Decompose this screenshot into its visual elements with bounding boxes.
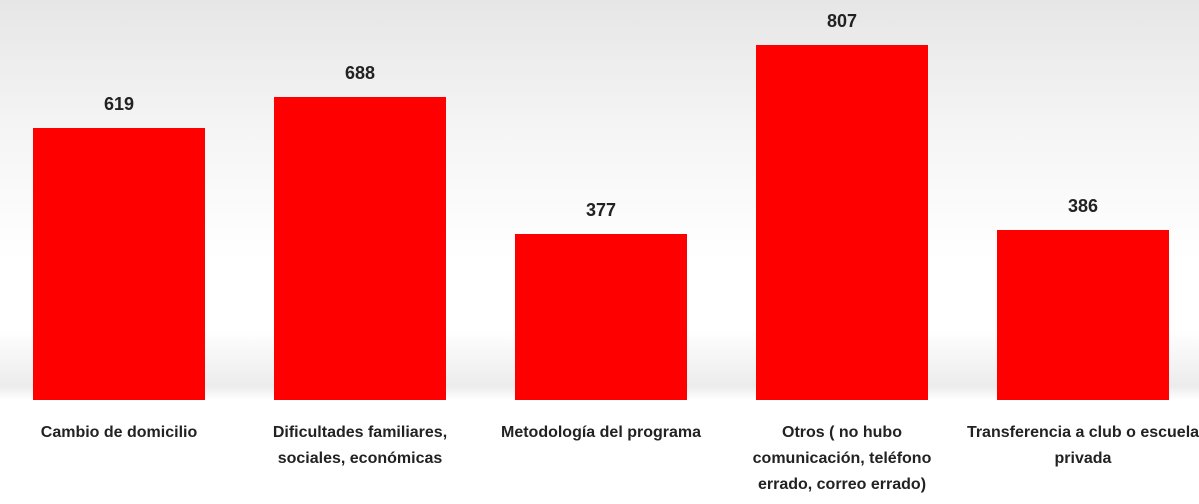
value-label: 688 (344, 63, 376, 84)
bar (33, 127, 205, 400)
value-label: 377 (585, 200, 617, 221)
value-label: 619 (103, 93, 135, 114)
bar (997, 230, 1169, 400)
category-label: Otros ( no hubo comunicación, teléfono e… (752, 424, 932, 493)
value-label: 807 (826, 11, 858, 31)
category-label: Metodología del programa (500, 424, 701, 441)
value-label: 386 (1067, 196, 1099, 217)
category-label: Dificultades familiares, sociales, econó… (272, 424, 448, 467)
bar (274, 97, 446, 400)
bar (756, 45, 928, 400)
bar (515, 234, 687, 400)
category-label: Cambio de domicilio (40, 424, 198, 441)
category-label: Transferencia a club o escuela privada (966, 424, 1199, 467)
